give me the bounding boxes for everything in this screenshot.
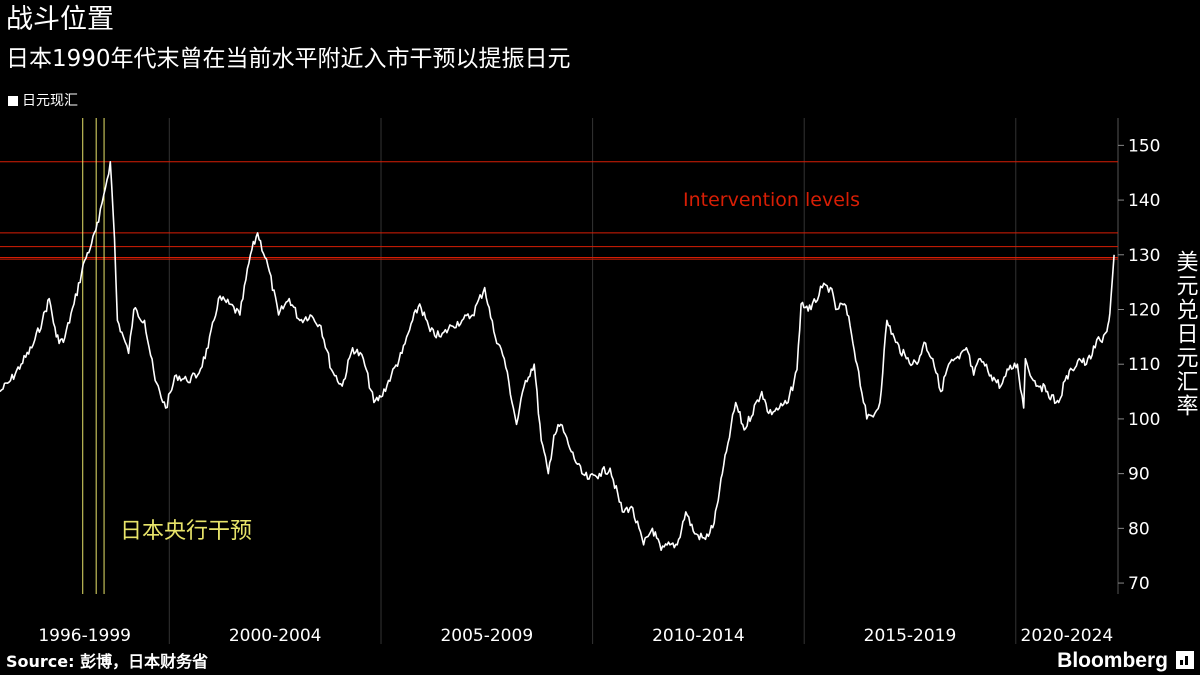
y-tick-label: 70 [1128,574,1150,594]
x-tick-label: 2015-2019 [864,626,957,646]
intervention-levels-label: Intervention levels [683,189,860,211]
boj-intervention-label: 日本央行干预 [120,519,252,544]
y-tick-label: 150 [1128,136,1160,156]
x-tick-label: 2020-2024 [1021,626,1114,646]
source-note: Source: 彭博，日本财务省 [6,652,209,671]
x-tick-label: 2005-2009 [440,626,533,646]
x-tick-label: 2000-2004 [229,626,322,646]
legend-label: 日元现汇 [22,93,78,109]
y-tick-label: 130 [1128,246,1160,266]
brand-logo: Bloomberg [1057,649,1168,672]
x-tick-label: 2010-2014 [652,626,745,646]
y-tick-label: 110 [1128,355,1160,375]
legend: 日元现汇 [8,91,78,111]
x-tick-label: 1996-1999 [38,626,131,646]
y-axis-label: 美元兑日元汇率 [1173,250,1199,418]
y-tick-label: 140 [1128,191,1160,211]
y-tick-label: 90 [1128,465,1150,485]
y-tick-label: 80 [1128,519,1150,539]
series-line-usdjpy [0,161,1115,551]
y-tick-label: 120 [1128,300,1160,320]
bloomberg-terminal-icon [1176,651,1194,669]
y-tick-label: 100 [1128,410,1160,430]
page-title: 战斗位置 [6,4,114,35]
page-subtitle: 日本1990年代末曾在当前水平附近入市干预以提振日元 [6,46,571,72]
legend-swatch [8,96,18,106]
